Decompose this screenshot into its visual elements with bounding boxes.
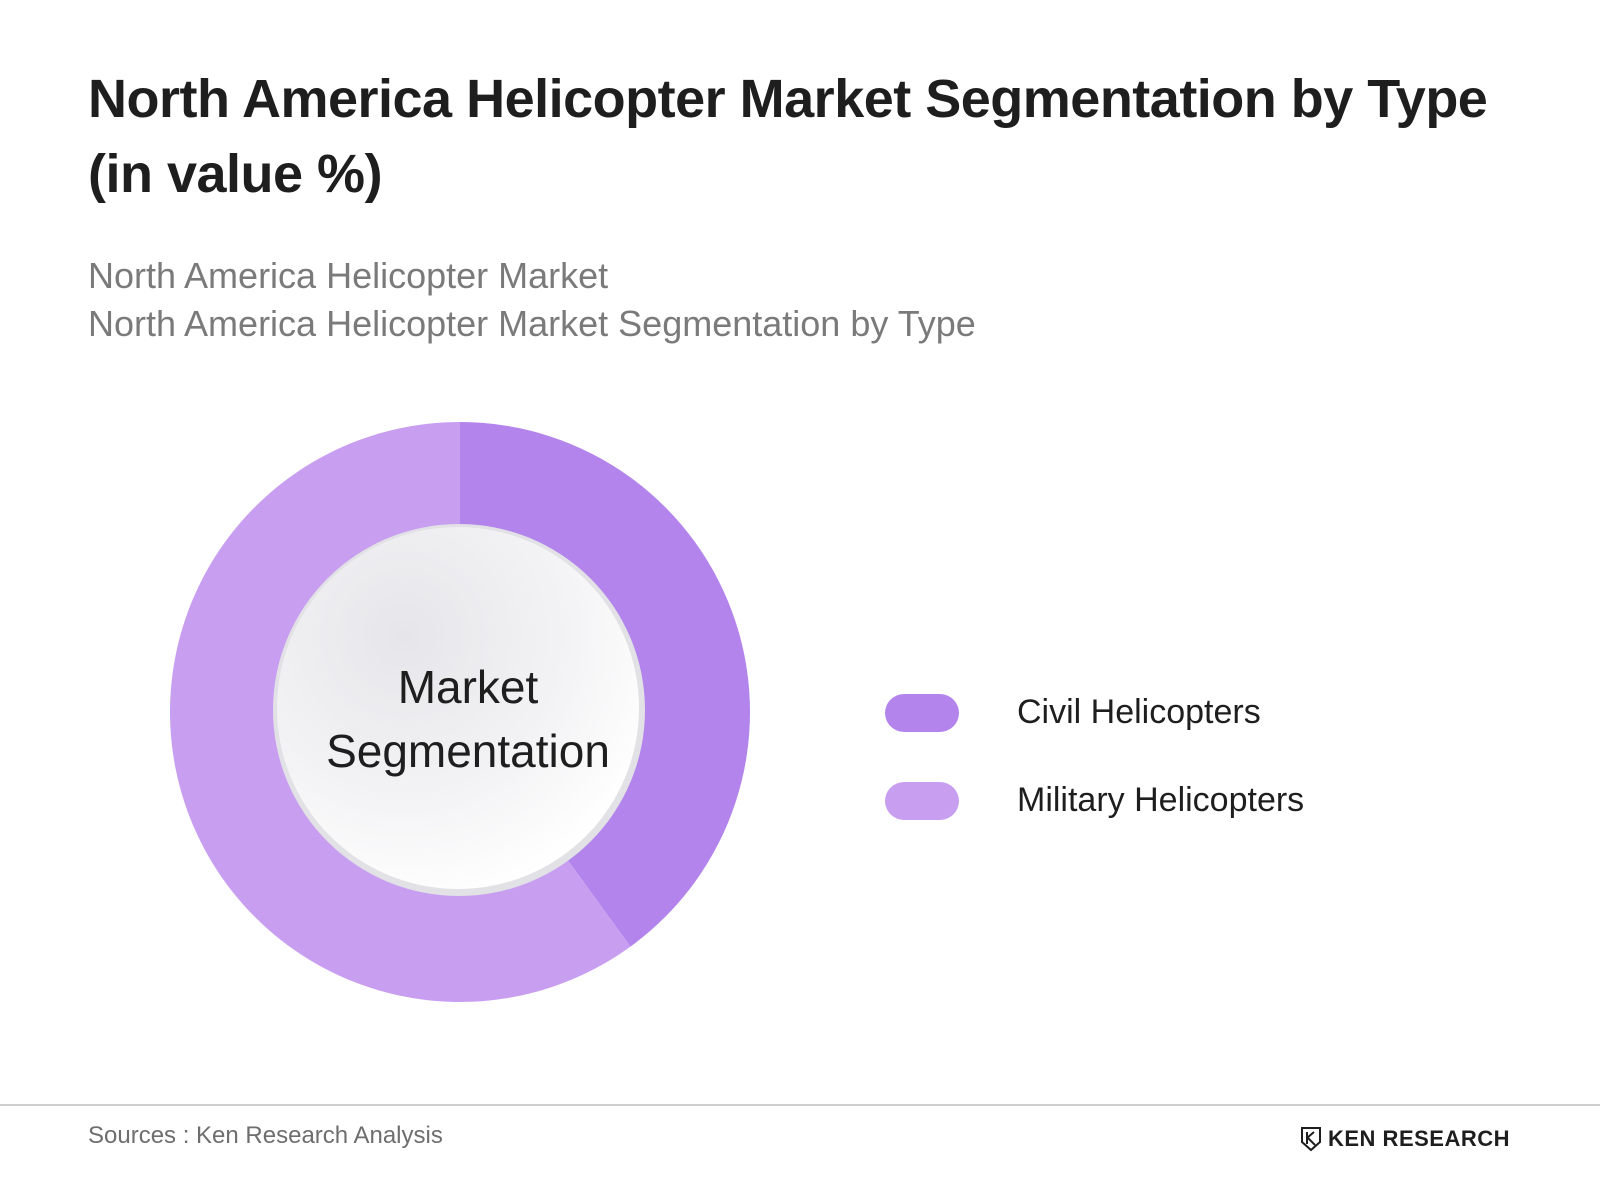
legend-swatch: [885, 782, 959, 820]
legend-label: Military Helicopters: [1017, 778, 1304, 822]
legend-swatch: [885, 694, 959, 732]
ken-research-logo-icon: [1300, 1126, 1322, 1152]
brand-logo: KEN RESEARCH: [1300, 1124, 1510, 1154]
legend-label: Civil Helicopters: [1017, 690, 1261, 734]
sources-note: Sources : Ken Research Analysis: [88, 1120, 443, 1152]
brand-name: KEN RESEARCH: [1328, 1126, 1510, 1152]
footer-divider: [0, 1104, 1600, 1106]
donut-center-label: Market Segmentation: [278, 655, 658, 783]
